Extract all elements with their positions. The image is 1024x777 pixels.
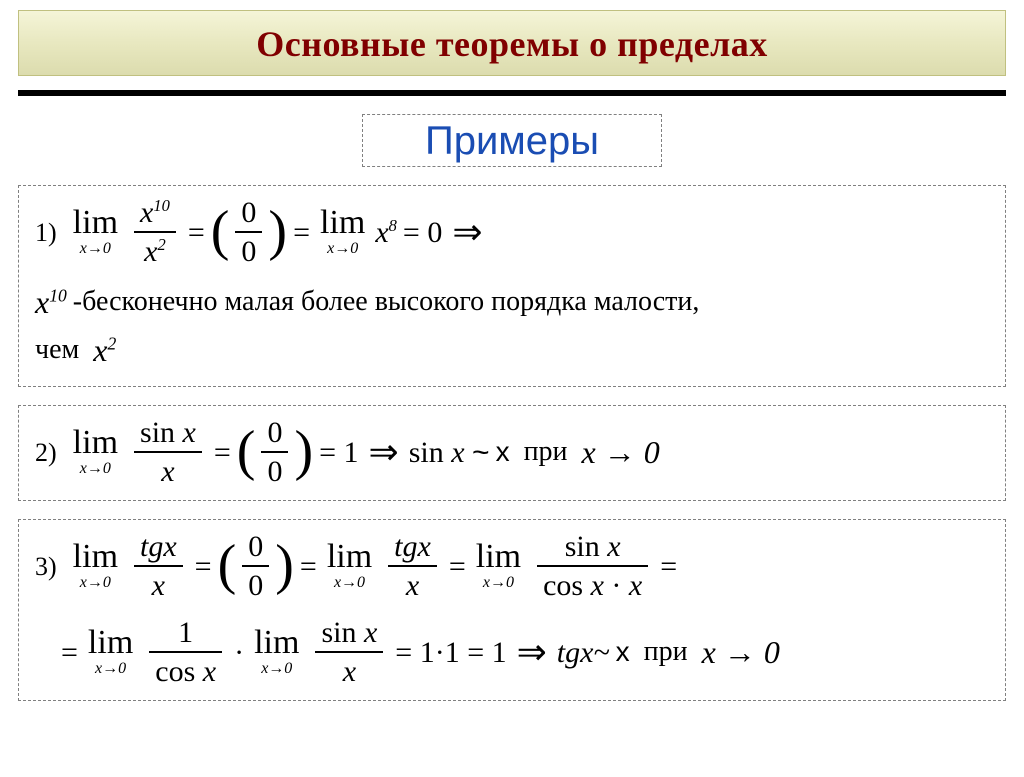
explanation-text2: чем — [35, 329, 79, 371]
fraction: tgx x — [134, 530, 183, 602]
example-3-row2: = limx→0 1 cos x · limx→0 sin x x = 1·1 … — [35, 616, 989, 688]
example-2: 2) limx→0 sin x x = ( 0 0 ) = 1 ⇒ sin x … — [18, 405, 1006, 501]
tail-x: x — [496, 431, 510, 473]
equals: = — [300, 544, 317, 589]
subtitle-text: Примеры — [363, 119, 661, 164]
lim-symbol: limx→0 — [73, 543, 118, 589]
paren-top: 0 — [242, 530, 269, 563]
tail-word: при — [524, 431, 568, 473]
tail-expr: sin x ~ — [409, 430, 490, 475]
frac-bot: cos x · x — [537, 569, 648, 602]
subtitle-box: Примеры — [362, 114, 662, 167]
indeterminate-form: ( 0 0 ) — [218, 530, 294, 602]
example-3: 3) limx→0 tgx x = ( 0 0 ) = limx→0 tgx x — [18, 519, 1006, 701]
paren-top: 0 — [261, 416, 288, 449]
example-2-label: 2) — [35, 433, 57, 472]
lim-sub: x→0 — [80, 242, 111, 256]
term-x2: x2 — [93, 326, 116, 374]
tail-lim: x → 0 — [702, 628, 780, 676]
term-x10: x10 — [35, 278, 67, 326]
frac-top: sin x — [559, 530, 627, 563]
fraction: tgx x — [388, 530, 437, 602]
equals: = — [61, 630, 78, 675]
frac-bot: cos x — [149, 655, 222, 688]
fraction: x10 x2 — [134, 196, 176, 268]
lim-sub: x→0 — [327, 242, 358, 256]
lim-sub: x→0 — [80, 462, 111, 476]
equals: = — [449, 544, 466, 589]
lim-sub: x→0 — [334, 576, 365, 590]
lim-sub: x→0 — [80, 576, 111, 590]
lim-sub: x→0 — [483, 576, 514, 590]
indeterminate-form: ( 0 0 ) — [237, 416, 313, 488]
title-banner: Основные теоремы о пределах — [18, 10, 1006, 76]
lim-symbol: limx→0 — [254, 629, 299, 675]
paren-bot: 0 — [242, 569, 269, 602]
equals-chain: = 1·1 = 1 — [395, 630, 506, 675]
equals: = — [293, 210, 310, 255]
paren-bot: 0 — [261, 455, 288, 488]
example-3-row1: 3) limx→0 tgx x = ( 0 0 ) = limx→0 tgx x — [35, 530, 989, 602]
frac-top: 1 — [172, 616, 199, 649]
example-1-label: 1) — [35, 213, 57, 252]
lim-symbol: limx→0 — [88, 629, 133, 675]
fraction: sin x cos x · x — [537, 530, 648, 602]
frac-bot: x — [400, 569, 425, 602]
example-1-line1: 1) limx→0 x10 x2 = ( 0 0 ) = limx→0 x8 =… — [35, 196, 989, 268]
term: x8 — [375, 210, 397, 255]
page-title: Основные теоремы о пределах — [19, 23, 1005, 65]
frac-bot: x — [146, 569, 171, 602]
lim-sub: x→0 — [95, 662, 126, 676]
implies-arrow: ⇒ — [448, 205, 486, 259]
fraction: 1 cos x — [149, 616, 222, 688]
lim-symbol: limx→0 — [320, 209, 365, 255]
frac-top: sin x — [315, 616, 383, 649]
tail-x: x — [616, 631, 630, 673]
paren-top: 0 — [235, 196, 262, 229]
title-underline — [18, 90, 1006, 96]
lim-sub: x→0 — [261, 662, 292, 676]
paren-bot: 0 — [235, 235, 262, 268]
frac-top: sin x — [134, 416, 202, 449]
tail-expr: tgx~ — [557, 630, 610, 675]
example-1: 1) limx→0 x10 x2 = ( 0 0 ) = limx→0 x8 =… — [18, 185, 1006, 387]
lim-symbol: limx→0 — [327, 543, 372, 589]
example-1-line2: x10 -бесконечно малая более высокого пор… — [35, 278, 989, 326]
implies-arrow: ⇒ — [513, 625, 551, 679]
frac-bot: x — [337, 655, 362, 688]
frac-bot: x — [155, 455, 180, 488]
equals-one: = 1 — [319, 430, 358, 475]
frac-top: tgx — [134, 530, 183, 563]
example-1-line3: чем x2 — [35, 326, 989, 374]
dot: · — [234, 630, 244, 675]
fraction: sin x x — [315, 616, 383, 688]
tail-word: при — [644, 631, 688, 673]
equals: = — [660, 544, 677, 589]
implies-arrow: ⇒ — [365, 425, 403, 479]
lim-symbol: limx→0 — [73, 209, 118, 255]
lim-symbol: limx→0 — [476, 543, 521, 589]
equals: = — [188, 210, 205, 255]
frac-top: tgx — [388, 530, 437, 563]
lim-symbol: limx→0 — [73, 429, 118, 475]
explanation-text: -бесконечно малая более высокого порядка… — [73, 281, 700, 323]
equals-zero: = 0 — [403, 210, 442, 255]
example-2-line: 2) limx→0 sin x x = ( 0 0 ) = 1 ⇒ sin x … — [35, 416, 989, 488]
equals: = — [214, 430, 231, 475]
tail-lim: x → 0 — [582, 428, 660, 476]
indeterminate-form: ( 0 0 ) — [211, 196, 287, 268]
example-3-label: 3) — [35, 547, 57, 586]
equals: = — [195, 544, 212, 589]
fraction: sin x x — [134, 416, 202, 488]
